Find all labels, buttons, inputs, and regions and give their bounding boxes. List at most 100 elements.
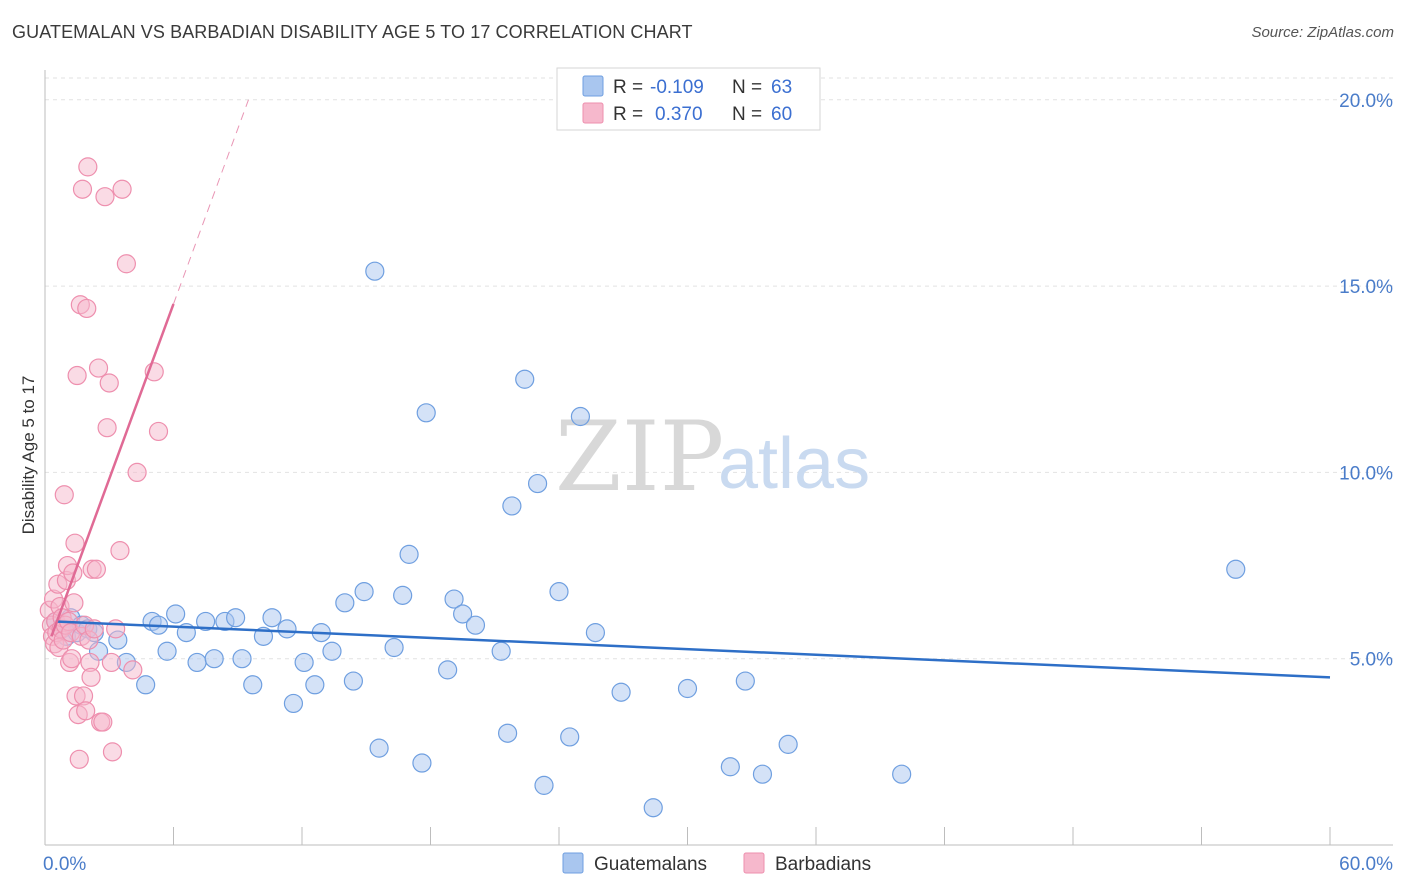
guatemalan-point	[585, 623, 606, 643]
trend-lines	[50, 99, 1331, 679]
guatemalan-point	[735, 671, 755, 691]
barbadian-point	[67, 365, 87, 386]
x-tick-label-max: 60.0%	[1339, 854, 1393, 875]
barbadian-point	[148, 421, 169, 442]
guatemalan-point	[277, 619, 297, 639]
guatemalan-point	[393, 585, 413, 605]
data-points	[39, 157, 1246, 818]
guatemalan-point	[412, 753, 432, 773]
series-legend-label-guatemalans: Guatemalans	[594, 854, 707, 875]
tick-labels: 5.0% 10.0% 15.0% 20.0% 0.0% 60.0%	[43, 91, 1393, 875]
watermark: ZIP atlas	[555, 401, 870, 513]
guatemalan-point	[226, 608, 246, 628]
barbadian-point	[110, 541, 130, 561]
trend-line-barbadians	[50, 303, 175, 637]
barbadian-point	[95, 187, 115, 207]
guatemalan-point	[611, 682, 631, 702]
y-axis-label: Disability Age 5 to 17	[19, 376, 38, 535]
grid-lines	[45, 77, 1393, 660]
guatemalan-point	[534, 775, 554, 795]
legend-r-value-2: 0.370	[655, 104, 703, 125]
legend-r-label-1: R =	[613, 77, 643, 98]
guatemalan-point	[204, 649, 224, 669]
barbadian-point	[81, 667, 101, 687]
guatemalan-point	[438, 660, 458, 680]
y-tick-label: 20.0%	[1339, 91, 1393, 112]
barbadian-point	[99, 373, 119, 393]
barbadian-point	[116, 254, 136, 274]
barbadian-point	[101, 652, 121, 673]
guatemalan-point	[892, 764, 912, 784]
guatemalan-point	[399, 544, 419, 564]
guatemalan-point	[305, 675, 325, 695]
chart-title: GUATEMALAN VS BARBADIAN DISABILITY AGE 5…	[12, 22, 693, 42]
guatemalan-point	[187, 652, 207, 673]
guatemalan-point	[243, 675, 263, 695]
y-tick-label: 10.0%	[1339, 463, 1393, 484]
legend-n-value-2: 60	[771, 104, 792, 125]
barbadian-point	[127, 462, 147, 483]
legend-swatch-guatemalans	[582, 75, 604, 97]
barbadian-point	[64, 593, 84, 613]
series-legend-swatch-guatemalans	[562, 852, 584, 874]
barbadian-point	[123, 660, 143, 680]
guatemalan-point	[136, 675, 156, 695]
legend-r-value-1: -0.109	[650, 77, 704, 98]
guatemalan-point	[453, 604, 473, 624]
guatemalan-point	[365, 261, 385, 281]
series-legend: Guatemalans Barbadians	[562, 852, 871, 875]
watermark-atlas: atlas	[718, 424, 870, 504]
guatemalan-point	[527, 473, 548, 494]
series-legend-swatch-barbadians	[743, 852, 765, 874]
stats-legend: R = -0.109 N = 63 R = 0.370 N = 60	[556, 67, 821, 131]
guatemalan-point	[1226, 559, 1246, 579]
guatemalan-point	[549, 582, 569, 602]
legend-n-value-1: 63	[771, 77, 792, 98]
guatemalan-point	[369, 738, 389, 758]
trend-line-extension-barbadians	[173, 99, 249, 305]
barbadian-point	[65, 533, 85, 553]
guatemalan-point	[343, 671, 363, 691]
guatemalan-point	[491, 641, 511, 661]
guatemalan-point	[354, 582, 374, 602]
guatemalan-point	[498, 723, 518, 743]
guatemalan-point	[232, 649, 252, 669]
legend-swatch-barbadians	[582, 102, 604, 124]
barbadian-point	[88, 358, 109, 378]
barbadian-point	[62, 649, 82, 669]
guatemalan-point	[570, 406, 591, 427]
axes	[44, 70, 1393, 846]
guatemalan-point	[283, 693, 304, 714]
guatemalan-point	[157, 641, 177, 661]
guatemalan-point	[677, 678, 698, 699]
guatemalan-point	[262, 608, 282, 628]
y-tick-label: 5.0%	[1350, 650, 1393, 671]
barbadian-point	[72, 179, 93, 199]
legend-n-label-2: N =	[732, 104, 762, 125]
guatemalan-point	[322, 641, 342, 661]
barbadian-point	[76, 701, 96, 721]
y-tick-label: 15.0%	[1339, 277, 1393, 298]
chart-source: Source: ZipAtlas.com	[1251, 24, 1394, 41]
guatemalan-point	[335, 593, 355, 613]
trend-line-guatemalans	[55, 620, 1331, 679]
barbadian-point	[54, 485, 74, 505]
guatemalan-point	[384, 637, 404, 658]
guatemalan-point	[465, 615, 486, 635]
guatemalan-point	[444, 589, 464, 609]
guatemalan-point	[752, 764, 773, 784]
guatemalan-point	[416, 403, 436, 423]
x-tick-label-min: 0.0%	[43, 854, 86, 875]
barbadian-point	[77, 298, 97, 319]
guatemalan-point	[778, 734, 798, 754]
guatemalan-point	[643, 798, 663, 818]
barbadian-point	[102, 742, 123, 762]
guatemalan-point	[196, 611, 216, 632]
legend-r-label-2: R =	[613, 104, 643, 125]
barbadian-point	[69, 749, 89, 769]
barbadian-point	[86, 559, 107, 579]
barbadian-point	[78, 157, 98, 177]
barbadian-point	[112, 179, 132, 199]
series-legend-label-barbadians: Barbadians	[775, 854, 871, 875]
